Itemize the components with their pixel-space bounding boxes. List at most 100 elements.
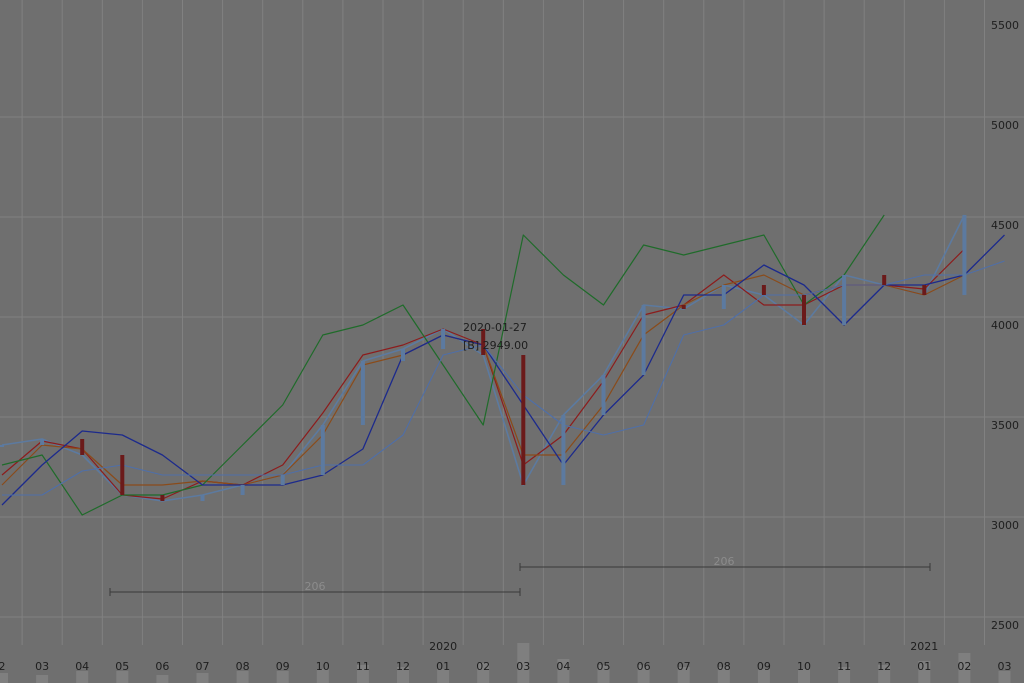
- volume-bar: [838, 667, 851, 683]
- candle: [240, 485, 245, 495]
- span-right-label: 206: [714, 555, 735, 568]
- candle: [521, 355, 526, 485]
- volume-bar: [316, 669, 329, 683]
- volume-bar: [36, 675, 49, 683]
- volume-bar: [196, 673, 209, 683]
- y-tick-label: 5000: [991, 119, 1019, 132]
- x-tick-label: 04: [556, 660, 570, 673]
- candle: [0, 445, 4, 447]
- x-tick-label: 06: [637, 660, 651, 673]
- volume-bar: [878, 665, 891, 683]
- volume-bar: [276, 671, 289, 683]
- candle: [280, 475, 285, 485]
- x-tick-label: 2: [0, 660, 6, 673]
- volume-bar: [356, 665, 369, 683]
- candle: [721, 285, 726, 309]
- volume-bar: [156, 675, 169, 683]
- x-tick-label: 06: [155, 660, 169, 673]
- x-tick-label: 03: [35, 660, 49, 673]
- candle: [40, 439, 45, 445]
- x-tick-label: 09: [757, 660, 771, 673]
- y-tick-label: 4500: [991, 219, 1019, 232]
- x-tick-label: 02: [957, 660, 971, 673]
- candle: [922, 285, 927, 295]
- volume-bar: [437, 669, 450, 683]
- candle: [761, 285, 766, 295]
- crosshair-date-label: 2020-01-27: [463, 321, 527, 334]
- volume-bar: [116, 671, 129, 683]
- x-tick-label: 03: [516, 660, 530, 673]
- span-b-line: [2, 260, 1005, 496]
- y-tick-label: 3000: [991, 519, 1019, 532]
- chikou-line: [1, 214, 885, 516]
- candle: [120, 455, 125, 495]
- year-label: 2021: [910, 640, 938, 653]
- candle: [160, 495, 165, 501]
- crosshair-value-label: [B] 2949.00: [463, 339, 528, 352]
- candle: [80, 439, 85, 455]
- x-tick-label: 02: [476, 660, 490, 673]
- volume-bar: [958, 653, 971, 683]
- candle: [802, 295, 806, 325]
- axis-ticks: 5500 5000 4500 4000 3500 3000 2500 2 03 04 05 06 07 0…: [0, 19, 1019, 673]
- volume-bar: [597, 665, 610, 683]
- y-tick-label: 5500: [991, 19, 1019, 32]
- x-tick-label: 05: [597, 660, 611, 673]
- x-tick-label: 01: [436, 660, 450, 673]
- volume-bar: [798, 669, 810, 683]
- indicator-lines: [0, 214, 1005, 516]
- x-tick-label: 12: [877, 660, 891, 673]
- x-tick-label: 08: [236, 660, 250, 673]
- year-label: 2020: [429, 640, 457, 653]
- volume-bar: [236, 671, 249, 683]
- x-tick-label: 12: [396, 660, 410, 673]
- x-tick-label: 04: [75, 660, 89, 673]
- volume-bar: [637, 665, 650, 683]
- x-tick-label: 07: [677, 660, 691, 673]
- span-a-line: [1, 234, 1005, 506]
- candle: [842, 275, 847, 325]
- x-tick-label: 03: [998, 660, 1012, 673]
- volume-bar: [557, 659, 570, 683]
- volume-bar: [677, 667, 690, 683]
- volume-bar: [517, 643, 530, 683]
- volume-bar: [757, 669, 770, 683]
- x-tick-label: 05: [115, 660, 129, 673]
- span-right-annotation: 206: [519, 555, 931, 571]
- candle: [481, 329, 486, 355]
- y-tick-label: 2500: [991, 619, 1019, 632]
- candle: [962, 215, 967, 295]
- volume-bars: [0, 643, 1011, 683]
- x-tick-label: 07: [196, 660, 210, 673]
- volume-bar: [76, 671, 89, 683]
- candle: [561, 415, 566, 485]
- candle: [320, 425, 325, 475]
- candle: [641, 305, 646, 375]
- candle: [441, 329, 446, 349]
- candle: [200, 495, 205, 501]
- x-tick-label: 11: [837, 660, 851, 673]
- x-tick-label: 11: [356, 660, 370, 673]
- x-tick-label: 08: [717, 660, 731, 673]
- candle: [681, 305, 686, 309]
- x-tick-label: 10: [316, 660, 330, 673]
- x-tick-label: 09: [276, 660, 290, 673]
- volume-bar: [0, 673, 8, 683]
- candle: [601, 375, 606, 415]
- span-left-label: 206: [305, 580, 326, 593]
- volume-bar: [477, 663, 490, 683]
- y-tick-label: 3500: [991, 419, 1019, 432]
- candle: [882, 275, 887, 285]
- y-tick-label: 4000: [991, 319, 1019, 332]
- volume-bar: [717, 667, 730, 683]
- volume-bar: [397, 667, 409, 683]
- span-left-annotation: 206: [109, 580, 521, 596]
- x-tick-label: 10: [797, 660, 811, 673]
- volume-bar: [998, 671, 1011, 683]
- x-tick-label: 01: [917, 660, 931, 673]
- candle: [360, 361, 365, 425]
- candle: [401, 349, 405, 361]
